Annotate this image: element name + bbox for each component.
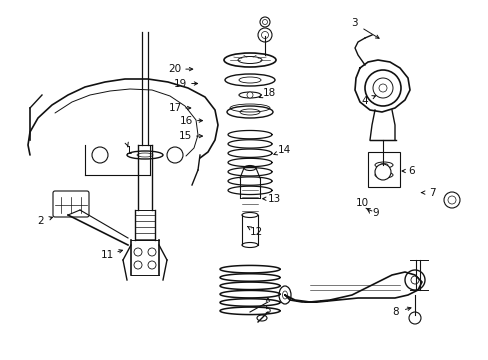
Ellipse shape [244,166,256,171]
Ellipse shape [224,74,274,86]
Circle shape [404,270,424,290]
Ellipse shape [279,286,290,304]
Circle shape [134,248,142,256]
Ellipse shape [282,291,287,299]
Text: 4: 4 [360,96,367,106]
Circle shape [410,276,418,284]
Circle shape [148,248,156,256]
Text: 16: 16 [180,116,193,126]
Circle shape [261,32,268,39]
Ellipse shape [240,109,260,115]
Text: 1: 1 [126,146,133,156]
Text: 18: 18 [263,88,276,98]
Circle shape [447,196,455,204]
Circle shape [372,78,392,98]
Ellipse shape [239,92,261,98]
Circle shape [374,164,390,180]
Ellipse shape [374,162,392,168]
Text: 8: 8 [391,307,398,318]
Text: 12: 12 [249,227,263,237]
Circle shape [443,192,459,208]
Ellipse shape [374,172,392,178]
Circle shape [262,19,267,24]
Text: 15: 15 [179,131,192,141]
Ellipse shape [239,77,261,83]
Ellipse shape [137,153,153,157]
Text: 3: 3 [350,18,357,28]
Ellipse shape [226,106,272,118]
Text: 11: 11 [101,250,114,260]
Text: 10: 10 [356,198,368,208]
Circle shape [167,147,183,163]
Ellipse shape [379,163,387,166]
Circle shape [364,70,400,106]
FancyBboxPatch shape [53,191,89,217]
Text: 19: 19 [174,78,187,89]
Text: 5: 5 [264,305,271,315]
Circle shape [92,147,108,163]
Circle shape [246,92,252,98]
Text: 6: 6 [407,166,414,176]
Circle shape [258,28,271,42]
Text: 2: 2 [37,216,43,226]
Text: 17: 17 [168,103,182,113]
Text: 9: 9 [371,208,378,218]
Circle shape [148,261,156,269]
Circle shape [134,261,142,269]
Ellipse shape [242,243,258,248]
Text: 13: 13 [267,194,281,204]
Text: 7: 7 [428,188,435,198]
Ellipse shape [127,151,163,159]
Ellipse shape [379,174,387,176]
Text: 14: 14 [277,145,291,156]
Circle shape [378,84,386,92]
Ellipse shape [257,315,266,321]
Text: 20: 20 [168,64,181,74]
Bar [367,152,399,187]
Circle shape [408,312,420,324]
Ellipse shape [224,53,275,67]
Ellipse shape [242,212,258,217]
Circle shape [260,17,269,27]
Ellipse shape [238,57,262,63]
